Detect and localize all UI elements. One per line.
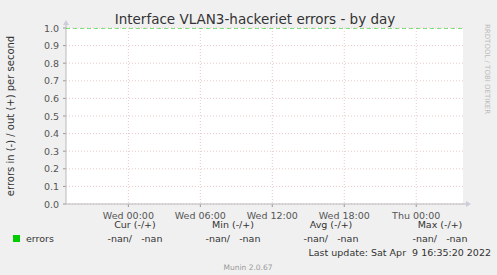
grid-line: [66, 168, 463, 169]
legend-header: Min (-/+): [212, 219, 254, 230]
grid-line: [272, 28, 273, 204]
y-tick-label: 0.9: [44, 40, 59, 51]
y-tick-label: 0.0: [44, 199, 59, 210]
axis-arrow: [63, 20, 69, 25]
y-tick-label: 0.4: [44, 128, 59, 139]
y-tick-label: 0.8: [44, 58, 59, 69]
legend-label: errors: [26, 233, 54, 244]
grid-line: [66, 98, 463, 99]
y-tick-label: 0.2: [44, 163, 59, 174]
grid-line: [344, 28, 345, 204]
grid-line: [66, 133, 463, 134]
plot-area: [66, 28, 463, 204]
grid-line: [66, 186, 463, 187]
footer: Munin 2.0.67: [223, 263, 272, 272]
y-axis-label: errors in (-) / out (+) per second: [5, 36, 16, 196]
grid-line: [66, 80, 463, 81]
grid-line: [66, 45, 463, 46]
title: Interface VLAN3-hackeriet errors - by da…: [115, 11, 396, 27]
y-axis: [66, 24, 67, 204]
y-tick-label: 0.5: [44, 111, 59, 122]
y-tick-label: 0.1: [44, 181, 59, 192]
legend-value: -nan/ -nan: [108, 233, 163, 244]
grid-line: [66, 63, 463, 64]
legend-header: Avg (-/+): [310, 219, 353, 230]
y-tick-label: 0.7: [44, 75, 59, 86]
plot-group: [66, 28, 463, 29]
legend-swatch: [13, 235, 20, 242]
chart: Interface VLAN3-hackeriet errors - by da…: [0, 0, 497, 275]
y-tick-label: 1.0: [44, 23, 59, 34]
legend-header: Max (-/+): [418, 219, 463, 230]
background: [0, 0, 497, 275]
legend-value: -nan/ -nan: [413, 233, 468, 244]
x-axis: [66, 204, 467, 205]
legend-value: -nan/ -nan: [206, 233, 261, 244]
grid-line: [416, 28, 417, 204]
upper-limit-line: [66, 28, 463, 29]
side-text: RRDTOOL / TOBI OETIKER: [483, 24, 491, 114]
grid-line: [66, 116, 463, 117]
y-tick-label: 0.6: [44, 93, 59, 104]
legend-header: Cur (-/+): [114, 219, 156, 230]
x-tick-label: Wed 12:00: [247, 210, 298, 221]
grid-line: [200, 28, 201, 204]
grid-line: [66, 28, 463, 29]
grid-line: [66, 151, 463, 152]
y-tick-label: 0.3: [44, 146, 59, 157]
axis-arrow: [466, 201, 471, 207]
last-update: Last update: Sat Apr 9 16:35:20 2022: [309, 247, 492, 258]
grid-line: [128, 28, 129, 204]
legend-value: -nan/ -nan: [304, 233, 359, 244]
